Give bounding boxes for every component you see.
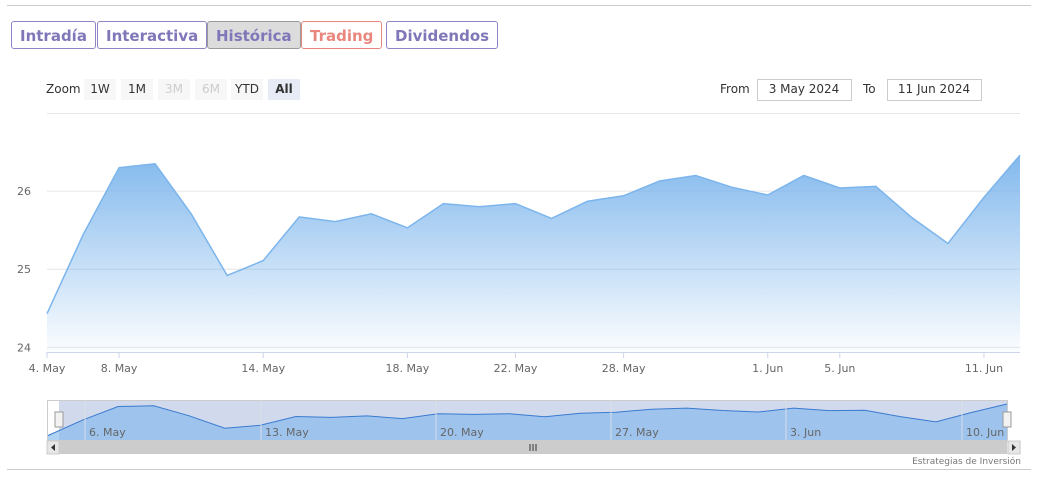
x-tick-label: 18. May — [386, 362, 430, 375]
navigator-area — [47, 404, 1007, 440]
to-label: To — [862, 82, 876, 96]
x-tick-label: 8. May — [101, 362, 138, 375]
tab[interactable]: Interactiva — [97, 21, 208, 49]
zoom-button-label[interactable]: All — [275, 82, 293, 96]
from-label: From — [720, 82, 750, 96]
to-value[interactable]: 11 Jun 2024 — [898, 82, 970, 96]
zoom-button[interactable] — [231, 79, 263, 100]
navigator-label: 27. May — [615, 426, 659, 439]
y-tick-label: 24 — [17, 341, 31, 354]
scrollbar-arrow — [51, 444, 55, 451]
area-line — [46, 154, 1021, 315]
navigator-label: 13. May — [265, 426, 309, 439]
zoom-button-label[interactable]: 1M — [128, 82, 146, 96]
navigator-label: 3. Jun — [790, 426, 821, 439]
x-tick-label: 5. Jun — [824, 362, 855, 375]
y-tick-label: 26 — [17, 185, 31, 198]
zoom-label: Zoom — [46, 82, 81, 96]
tab[interactable]: Histórica — [207, 21, 301, 49]
tab[interactable]: Dividendos — [386, 21, 499, 49]
navigator-label: 6. May — [89, 426, 126, 439]
zoom-button-label[interactable]: 1W — [90, 82, 110, 96]
navigator-label: 20. May — [440, 426, 484, 439]
zoom-button[interactable] — [121, 79, 153, 100]
zoom-button-label[interactable]: 3M — [165, 82, 183, 96]
x-tick-label: 14. May — [241, 362, 285, 375]
zoom-button[interactable] — [195, 79, 227, 100]
x-tick-label: 11. Jun — [965, 362, 1003, 375]
y-tick-label: 25 — [17, 263, 31, 276]
credit: Estrategias de Inversión — [912, 456, 1021, 467]
x-tick-label: 22. May — [494, 362, 538, 375]
x-tick-label: 28. May — [602, 362, 646, 375]
navigator-line — [46, 403, 1008, 437]
tab[interactable]: Trading — [301, 21, 383, 49]
area-fill — [47, 155, 1020, 352]
zoom-button-label[interactable]: 6M — [202, 82, 220, 96]
zoom-button[interactable] — [268, 79, 300, 100]
to-input[interactable] — [887, 79, 982, 101]
navigator-label: 10. Jun — [966, 426, 1004, 439]
zoom-button[interactable] — [84, 79, 116, 100]
from-value[interactable]: 3 May 2024 — [769, 82, 840, 96]
from-input[interactable] — [757, 79, 852, 101]
scrollbar-arrow — [1012, 444, 1016, 451]
navigator-handle[interactable] — [54, 411, 64, 428]
zoom-button[interactable] — [158, 79, 190, 100]
scrollbar-grip — [529, 444, 537, 451]
tab[interactable]: Intradía — [11, 21, 96, 49]
x-tick-label: 4. May — [29, 362, 66, 375]
zoom-button-label[interactable]: YTD — [234, 82, 259, 96]
navigator-handle[interactable] — [1002, 411, 1012, 428]
x-tick-label: 1. Jun — [752, 362, 783, 375]
